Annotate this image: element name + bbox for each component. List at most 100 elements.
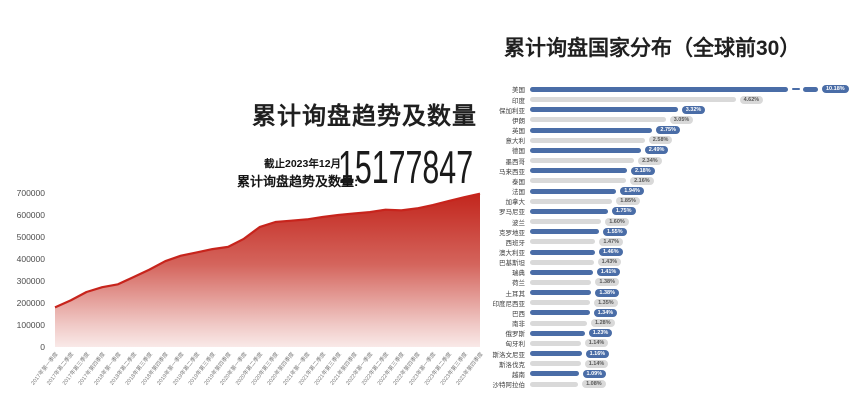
bar-row: 澳大利亚 1.46%: [455, 247, 852, 257]
country-label: 越南: [512, 371, 525, 379]
bar: [530, 361, 581, 367]
value-badge: 1.14%: [584, 339, 609, 348]
bar: [530, 340, 581, 346]
bar-row: 德国 2.49%: [455, 145, 852, 155]
bar-row: 瑞典 1.41%: [455, 267, 852, 277]
value-badge: 1.75%: [611, 207, 636, 216]
y-tick-label: 500000: [17, 232, 46, 242]
country-label: 英国: [512, 128, 525, 135]
value-badge: 1.55%: [603, 227, 627, 236]
country-label: 伊朗: [512, 117, 525, 125]
bar-row: 印度 4.62%: [455, 95, 852, 105]
bar: [530, 158, 635, 163]
value-badge: 1.09%: [582, 369, 607, 378]
bar-row: 越南 1.09%: [455, 369, 852, 379]
bar-row: 伊朗 3.05%: [455, 115, 852, 125]
country-label: 加拿大: [505, 199, 526, 207]
y-tick-label: 300000: [17, 276, 46, 286]
country-label: 马来西亚: [499, 168, 525, 176]
country-label: 南非: [512, 321, 525, 329]
bar: [530, 178, 627, 184]
country-label: 意大利: [505, 138, 526, 146]
bar-row: 南非 1.28%: [455, 318, 852, 328]
bar: [530, 330, 585, 336]
country-label: 克罗地亚: [499, 229, 525, 237]
country-label: 俄罗斯: [505, 331, 526, 339]
value-badge: 4.62%: [739, 95, 764, 104]
value-badge: 1.34%: [593, 308, 618, 317]
value-badge: 1.46%: [599, 248, 623, 256]
bar: [530, 320, 587, 326]
value-badge: 1.85%: [616, 197, 640, 206]
value-badge: 2.75%: [656, 126, 680, 134]
y-tick-label: 700000: [17, 188, 46, 198]
country-label: 德国: [512, 148, 525, 156]
y-tick-label: 600000: [17, 210, 46, 220]
bar: [530, 371, 579, 377]
axis-break-dash: [792, 88, 800, 91]
value-badge: 1.43%: [597, 258, 622, 267]
bar: [530, 290, 592, 296]
bar: [530, 219, 602, 224]
bar-row: 法国 1.94%: [455, 186, 852, 196]
value-badge: 1.60%: [605, 217, 629, 226]
country-label: 美国: [512, 87, 525, 95]
bar: [530, 117, 666, 123]
bar-row: 荷兰 1.38%: [455, 277, 852, 287]
country-label: 墨西哥: [505, 158, 526, 166]
bar-break-segment: [803, 86, 818, 92]
trend-area-chart: 0 100000 200000 300000 400000 500000 600000 700…: [0, 180, 500, 411]
value-badge: 2.49%: [644, 146, 669, 155]
bar: [530, 229, 599, 235]
country-label: 斯洛伐克: [499, 361, 525, 369]
bar: [530, 198, 613, 204]
country-label: 斯洛文尼亚: [492, 351, 526, 359]
value-badge: 1.35%: [594, 298, 618, 307]
bar: [530, 208, 608, 214]
bar: [530, 168, 627, 174]
bar: [530, 249, 595, 255]
bar-row: 马来西亚 2.18%: [455, 166, 852, 176]
bar-row: 墨西哥 2.34%: [455, 156, 852, 166]
bar: [530, 127, 653, 133]
value-badge: 1.23%: [588, 329, 613, 338]
country-label: 荷兰: [512, 280, 525, 288]
bar: [530, 107, 678, 113]
bar: [530, 269, 593, 275]
country-label: 印度尼西亚: [492, 300, 526, 308]
bar-row: 巴西 1.34%: [455, 308, 852, 318]
bar-row: 波兰 1.60%: [455, 217, 852, 227]
bar-row: 俄罗斯 1.23%: [455, 328, 852, 338]
y-tick-label: 400000: [17, 254, 46, 264]
value-badge: 1.28%: [591, 319, 615, 328]
country-label: 波兰: [512, 219, 525, 227]
value-badge: 1.16%: [585, 349, 610, 358]
bar-row: 美国 10.18%: [455, 84, 852, 94]
bar: [530, 86, 788, 92]
country-label: 泰国: [512, 178, 525, 186]
value-badge: 1.38%: [595, 288, 619, 297]
area-fill: [55, 193, 480, 347]
value-badge: 1.41%: [596, 268, 621, 277]
bar-row: 斯洛伐克 1.14%: [455, 359, 852, 369]
total-inquiries-label: 累计询盘趋势及数量:: [237, 174, 359, 189]
bar-row: 巴基斯坦 1.43%: [455, 257, 852, 267]
trend-chart-title: 累计询盘趋势及数量: [252, 103, 477, 130]
value-badge: 2.16%: [630, 176, 654, 185]
country-chart-title: 累计询盘国家分布（全球前30）: [504, 37, 801, 60]
value-badge: 1.38%: [595, 278, 619, 287]
country-label: 瑞典: [512, 270, 525, 278]
country-label: 罗马尼亚: [499, 209, 525, 217]
bar: [530, 188, 617, 194]
bar: [530, 97, 736, 103]
bar: [530, 279, 592, 285]
country-label: 匈牙利: [505, 341, 526, 349]
bar: [530, 239, 596, 245]
country-label: 西班牙: [505, 239, 526, 247]
bar-row: 罗马尼亚 1.75%: [455, 206, 852, 216]
bar-row: 泰国 2.16%: [455, 176, 852, 186]
trend-area-svg: 0 100000 200000 300000 400000 500000 600000 700…: [17, 188, 485, 387]
bar-row: 英国 2.75%: [455, 125, 852, 135]
value-badge: 10.18%: [822, 85, 849, 94]
